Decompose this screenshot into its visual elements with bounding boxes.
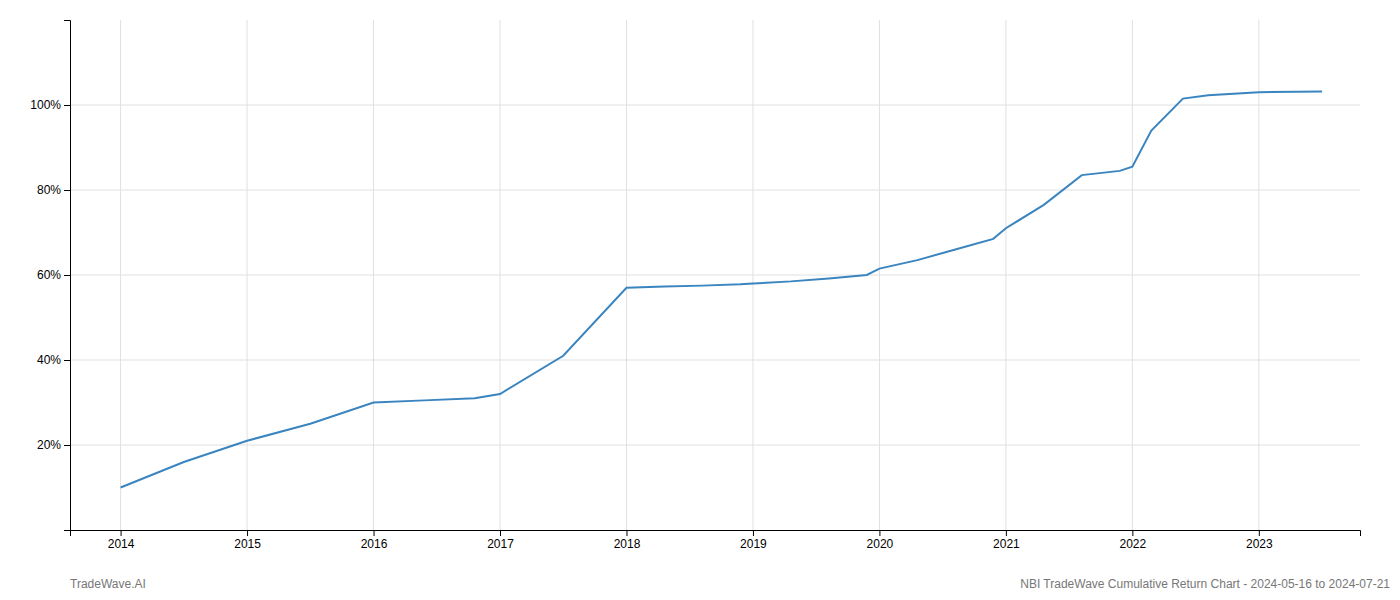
x-axis-tick-mark xyxy=(879,530,880,536)
y-axis-tick: 20% xyxy=(37,438,70,452)
y-axis: 20% 40% 60% 80% 100% xyxy=(30,21,70,531)
x-axis-tick-mark xyxy=(121,530,122,536)
grid-line-y xyxy=(70,105,1360,106)
y-axis-tick-mark xyxy=(64,445,70,446)
y-axis-tick-mark xyxy=(64,275,70,276)
x-axis-tick: 2022 xyxy=(1120,530,1147,551)
annotation: NBI TradeWave Cumulative Return Chart - … xyxy=(1020,577,1390,591)
x-axis-tick-label: 2018 xyxy=(614,537,641,551)
x-axis-tick-label: 2016 xyxy=(361,537,388,551)
y-axis-tick: 60% xyxy=(37,268,70,282)
y-axis-tick-label: 80% xyxy=(37,183,61,197)
x-axis-line xyxy=(71,531,1361,537)
y-axis-line xyxy=(64,21,71,531)
y-axis-tick-label: 100% xyxy=(30,98,61,112)
x-axis-tick-label: 2019 xyxy=(740,537,767,551)
x-axis: 2014 2015 2016 2017 2018 2019 2020 2021 2022 2023 xyxy=(71,530,1361,551)
x-axis-tick-label: 2015 xyxy=(234,537,261,551)
x-axis-tick: 2018 xyxy=(614,530,641,551)
x-axis-tick-mark xyxy=(247,530,248,536)
x-axis-tick-label: 2014 xyxy=(108,537,135,551)
x-axis-tick-mark xyxy=(753,530,754,536)
line xyxy=(121,91,1322,487)
x-axis-tick: 2021 xyxy=(993,530,1020,551)
x-axis-tick: 2015 xyxy=(234,530,261,551)
x-axis-tick: 2016 xyxy=(361,530,388,551)
y-axis-tick-mark xyxy=(64,360,70,361)
y-axis-tick-label: 40% xyxy=(37,353,61,367)
x-axis-tick-label: 2023 xyxy=(1246,537,1273,551)
grid xyxy=(70,20,1360,530)
x-axis-tick-mark xyxy=(1259,530,1260,536)
x-axis-tick-mark xyxy=(374,530,375,536)
y-axis-tick-label: 20% xyxy=(37,438,61,452)
grid-line-y xyxy=(70,445,1360,446)
x-axis-tick-label: 2022 xyxy=(1120,537,1147,551)
x-axis-tick-mark xyxy=(500,530,501,536)
x-axis-tick-mark xyxy=(1132,530,1133,536)
x-axis-tick-label: 2017 xyxy=(487,537,514,551)
grid-line-y xyxy=(70,360,1360,361)
x-axis-tick: 2023 xyxy=(1246,530,1273,551)
y-axis-tick-label: 60% xyxy=(37,268,61,282)
x-axis-tick-mark xyxy=(626,530,627,536)
y-axis-tick-mark xyxy=(64,105,70,106)
grid-line-y xyxy=(70,275,1360,276)
y-axis-tick: 100% xyxy=(30,98,70,112)
y-axis-tick: 40% xyxy=(37,353,70,367)
x-axis-tick-label: 2020 xyxy=(867,537,894,551)
y-axis-tick: 80% xyxy=(37,183,70,197)
y-axis-tick-mark xyxy=(64,190,70,191)
x-axis-tick: 2020 xyxy=(867,530,894,551)
annotation: TradeWave.AI xyxy=(70,577,146,591)
plot-area xyxy=(121,91,1322,487)
x-axis-tick: 2017 xyxy=(487,530,514,551)
x-axis-tick: 2019 xyxy=(740,530,767,551)
annotations: TradeWave.AI NBI TradeWave Cumulative Ret… xyxy=(70,577,1390,591)
x-axis-tick-mark xyxy=(1006,530,1007,536)
chart: 2014 2015 2016 2017 2018 2019 2020 2021 2022 2023… xyxy=(0,0,1400,600)
x-axis-tick-label: 2021 xyxy=(993,537,1020,551)
x-axis-tick: 2014 xyxy=(108,530,135,551)
grid-line-y xyxy=(70,190,1360,191)
